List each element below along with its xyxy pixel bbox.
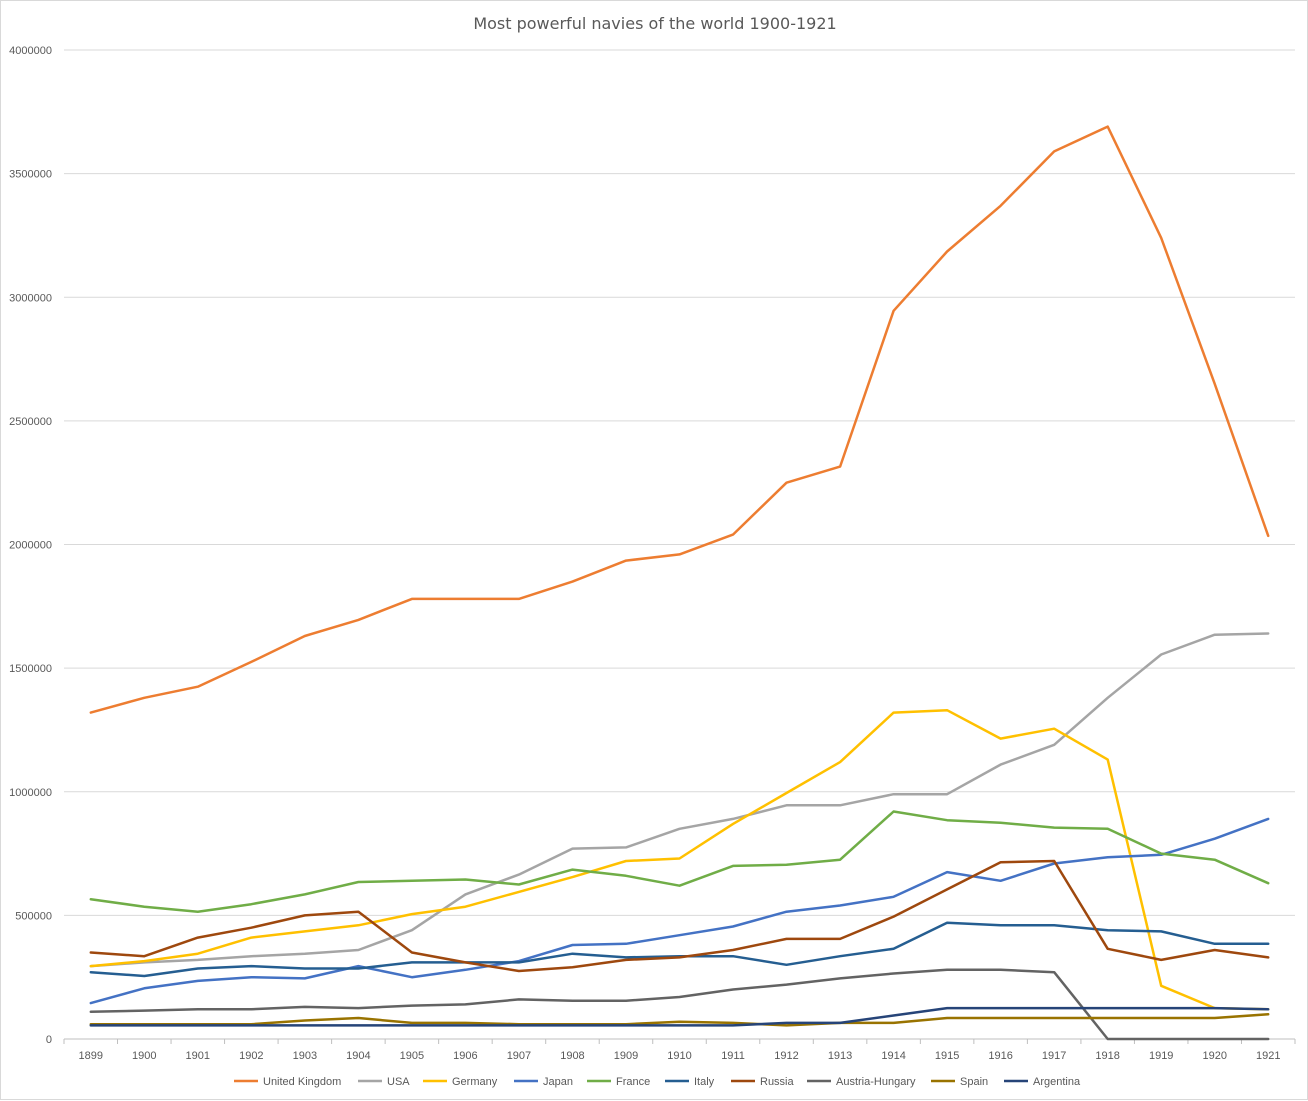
x-tick-label: 1918 bbox=[1095, 1050, 1119, 1062]
legend-label: France bbox=[616, 1076, 650, 1088]
series-line-argentina bbox=[89, 1006, 1270, 1027]
chart-title: Most powerful navies of the world 1900-1… bbox=[473, 14, 836, 33]
legend-label: United Kingdom bbox=[263, 1076, 341, 1088]
x-tick-label: 1916 bbox=[988, 1050, 1012, 1062]
y-tick-label: 1000000 bbox=[9, 787, 52, 799]
x-tick-label: 1912 bbox=[774, 1050, 798, 1062]
y-tick-label: 1500000 bbox=[9, 663, 52, 675]
x-tick-label: 1904 bbox=[346, 1050, 370, 1062]
legend-label: Argentina bbox=[1033, 1076, 1081, 1088]
x-tick-label: 1920 bbox=[1202, 1050, 1226, 1062]
legend-item-united-kingdom: United Kingdom bbox=[234, 1076, 341, 1088]
series-line-russia bbox=[89, 859, 1270, 973]
x-tick-label: 1907 bbox=[507, 1050, 531, 1062]
legend-item-japan: Japan bbox=[514, 1076, 573, 1088]
legend-item-russia: Russia bbox=[731, 1076, 795, 1088]
series-lines bbox=[89, 125, 1270, 1041]
series-line-united-kingdom bbox=[89, 125, 1270, 714]
y-tick-label: 2500000 bbox=[9, 416, 52, 428]
y-tick-label: 3500000 bbox=[9, 169, 52, 181]
x-tick-label: 1910 bbox=[667, 1050, 691, 1062]
x-tick-label: 1899 bbox=[79, 1050, 103, 1062]
x-tick-label: 1902 bbox=[239, 1050, 263, 1062]
legend-item-argentina: Argentina bbox=[1004, 1076, 1081, 1088]
x-tick-label: 1921 bbox=[1256, 1050, 1280, 1062]
y-tick-label: 3000000 bbox=[9, 292, 52, 304]
x-tick-label: 1906 bbox=[453, 1050, 477, 1062]
series-line-germany bbox=[89, 708, 1270, 1011]
legend: United Kingdom USA Germany Japan France Italy… bbox=[234, 1076, 1081, 1088]
legend-item-austria-hungary: Austria-Hungary bbox=[807, 1076, 916, 1088]
x-tick-label: 1915 bbox=[935, 1050, 959, 1062]
x-tick-label: 1905 bbox=[400, 1050, 424, 1062]
y-tick-label: 2000000 bbox=[9, 540, 52, 552]
series-line-italy bbox=[89, 921, 1270, 978]
legend-label: Japan bbox=[543, 1076, 573, 1088]
x-tick-label: 1908 bbox=[560, 1050, 584, 1062]
series-line-spain bbox=[89, 1013, 1270, 1027]
x-tick-label: 1909 bbox=[614, 1050, 638, 1062]
legend-item-usa: USA bbox=[358, 1076, 410, 1088]
legend-label: Italy bbox=[694, 1076, 715, 1088]
legend-label: Spain bbox=[960, 1076, 988, 1088]
legend-item-france: France bbox=[587, 1076, 650, 1088]
x-tick-label: 1917 bbox=[1042, 1050, 1066, 1062]
x-tick-label: 1911 bbox=[721, 1050, 745, 1062]
x-tick-label: 1901 bbox=[186, 1050, 210, 1062]
legend-item-spain: Spain bbox=[931, 1076, 988, 1088]
gridlines bbox=[64, 49, 1295, 916]
axes: 0 500000 1000000 1500000 2000000 2500000 30000… bbox=[9, 45, 1296, 1062]
series-line-france bbox=[89, 810, 1270, 913]
x-tick-label: 1914 bbox=[881, 1050, 905, 1062]
legend-label: Germany bbox=[452, 1076, 498, 1088]
series-line-japan bbox=[89, 817, 1270, 1005]
y-tick-label: 4000000 bbox=[9, 45, 52, 57]
series-line-usa bbox=[89, 632, 1270, 968]
series-line-austria-hungary bbox=[89, 968, 1270, 1041]
x-tick-label: 1900 bbox=[132, 1050, 156, 1062]
legend-item-germany: Germany bbox=[423, 1076, 498, 1088]
legend-item-italy: Italy bbox=[665, 1076, 715, 1088]
legend-label: USA bbox=[387, 1076, 410, 1088]
x-tick-label: 1903 bbox=[293, 1050, 317, 1062]
x-tick-label: 1913 bbox=[828, 1050, 852, 1062]
y-tick-label: 0 bbox=[46, 1034, 52, 1046]
legend-label: Austria-Hungary bbox=[836, 1076, 916, 1088]
y-tick-label: 500000 bbox=[15, 910, 52, 922]
x-tick-label: 1919 bbox=[1149, 1050, 1173, 1062]
legend-label: Russia bbox=[760, 1076, 795, 1088]
